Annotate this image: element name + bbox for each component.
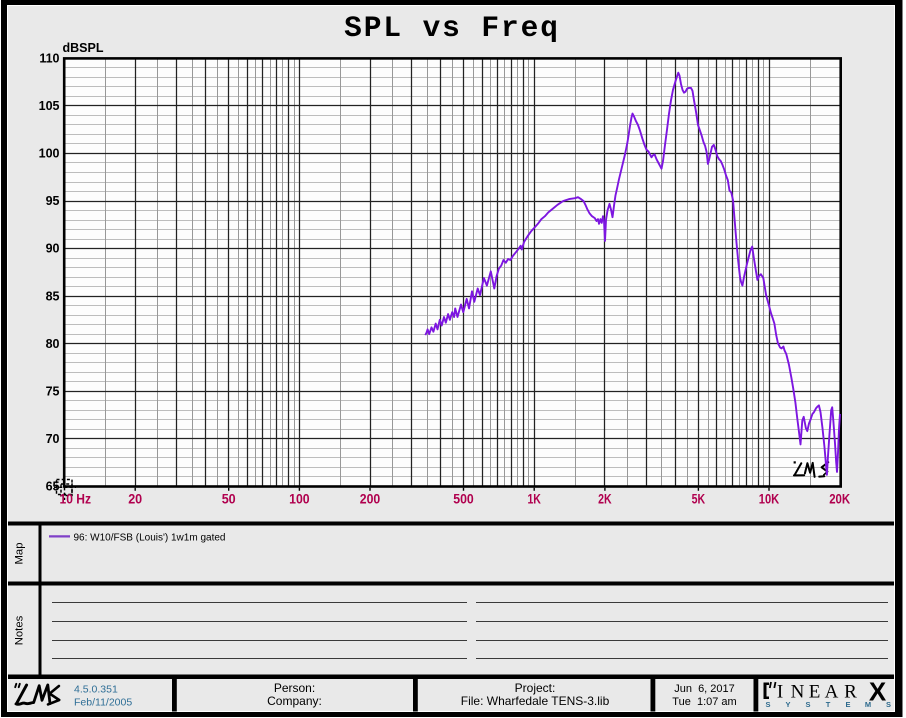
svg-text:50: 50 — [222, 491, 236, 507]
svg-text:X: X — [869, 677, 887, 707]
svg-text:N: N — [791, 682, 805, 703]
svg-text:96: W10/FSB (Louis') 1w1m gate: 96: W10/FSB (Louis') 1w1m gated — [74, 533, 226, 544]
svg-text:65: 65 — [46, 479, 60, 493]
svg-text:Feb/11/2005: Feb/11/2005 — [74, 697, 132, 709]
svg-text:SPL vs Freq: SPL vs Freq — [344, 11, 560, 45]
svg-text:Company:: Company: — [267, 694, 322, 708]
svg-text:1K: 1K — [527, 491, 541, 507]
svg-text:dBSPL: dBSPL — [63, 41, 104, 55]
svg-text:105: 105 — [39, 99, 60, 113]
svg-text:10K: 10K — [759, 491, 780, 507]
svg-text:Map: Map — [14, 543, 26, 565]
svg-text:S: S — [765, 700, 770, 709]
svg-text:100: 100 — [39, 147, 60, 161]
svg-text:M: M — [865, 700, 871, 709]
svg-text:100: 100 — [289, 491, 310, 507]
svg-text:90: 90 — [46, 242, 60, 256]
svg-text:200: 200 — [360, 491, 381, 507]
svg-text:5K: 5K — [692, 491, 706, 507]
svg-text:Tue 1:07 am: Tue 1:07 am — [672, 696, 736, 708]
svg-text:85: 85 — [46, 289, 60, 303]
svg-text:20: 20 — [128, 491, 142, 507]
svg-text:500: 500 — [453, 491, 474, 507]
svg-text:75: 75 — [46, 384, 60, 398]
svg-text:E: E — [809, 682, 821, 703]
svg-text:T: T — [826, 700, 831, 709]
svg-text:2K: 2K — [598, 491, 612, 507]
svg-text:R: R — [844, 682, 857, 703]
svg-text:Y: Y — [785, 700, 790, 709]
svg-text:70: 70 — [46, 432, 60, 446]
svg-text:I: I — [777, 682, 783, 703]
svg-text:S: S — [886, 700, 891, 709]
svg-text:80: 80 — [46, 337, 60, 351]
svg-text:Notes: Notes — [14, 615, 26, 645]
svg-text:20K: 20K — [829, 491, 850, 507]
svg-text:S: S — [805, 700, 810, 709]
svg-text:A: A — [825, 682, 839, 703]
svg-text:110: 110 — [39, 52, 59, 66]
svg-text:10 Hz: 10 Hz — [60, 491, 92, 507]
svg-text:E: E — [845, 700, 850, 709]
svg-text:95: 95 — [46, 194, 60, 208]
svg-text:File: Wharfedale TENS-3.lib: File: Wharfedale TENS-3.lib — [461, 694, 610, 708]
svg-text:Person:: Person: — [274, 681, 315, 695]
svg-text:Jun 6, 2017: Jun 6, 2017 — [674, 683, 735, 695]
svg-text:4.5.0.351: 4.5.0.351 — [74, 684, 118, 696]
svg-text:Project:: Project: — [515, 681, 556, 695]
